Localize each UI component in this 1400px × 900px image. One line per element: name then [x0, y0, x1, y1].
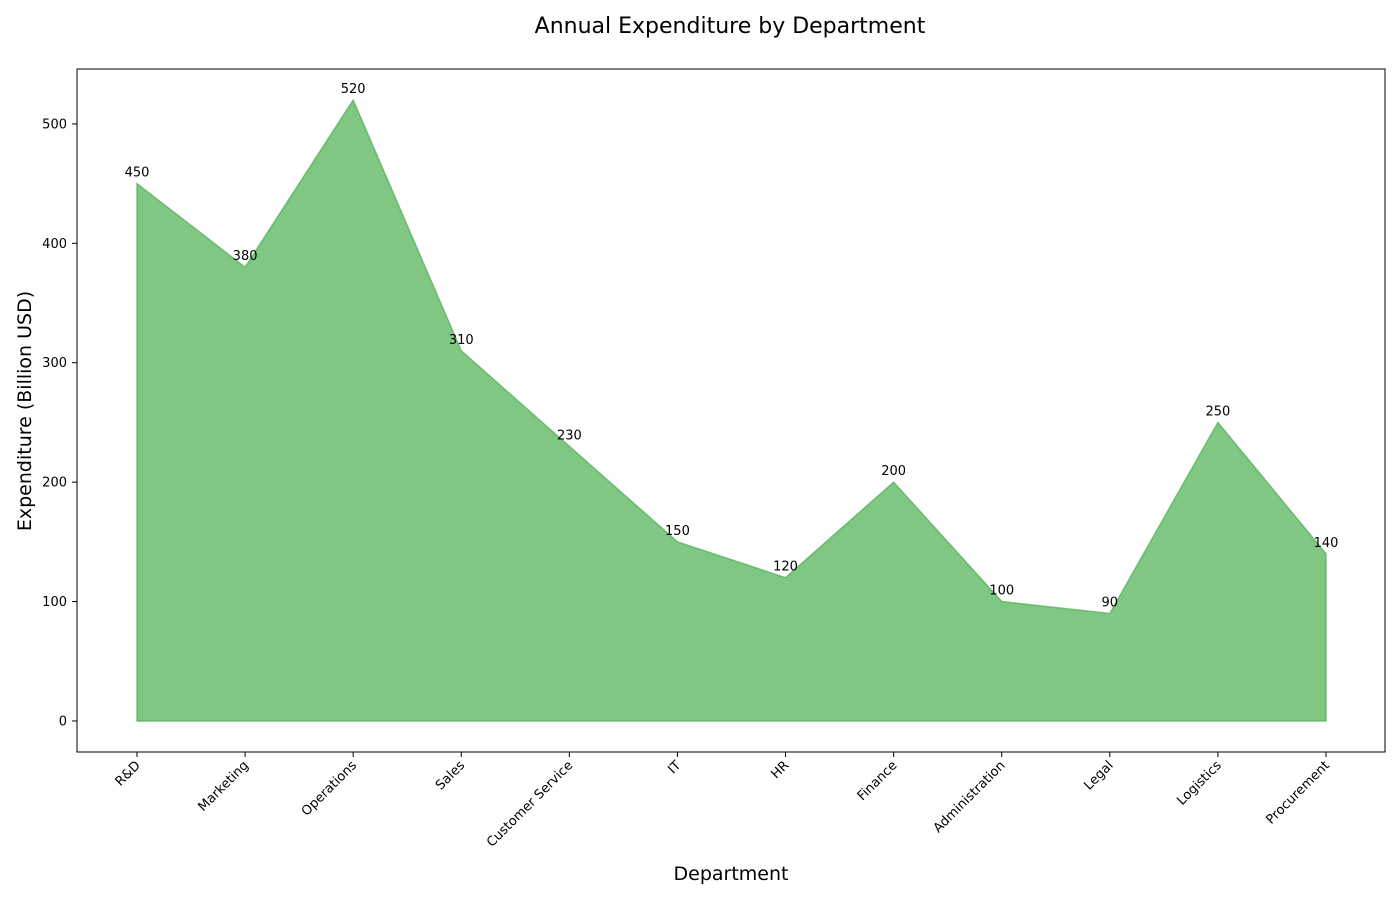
chart-title: Annual Expenditure by Department [535, 14, 926, 39]
x-tick-label: HR [768, 758, 792, 782]
y-tick-label: 200 [42, 476, 67, 491]
data-label: 150 [665, 524, 690, 539]
data-label: 380 [233, 249, 258, 264]
x-tick-label: Procurement [1263, 758, 1332, 827]
plot-frame [76, 68, 1386, 753]
x-tick-label: Customer Service [484, 758, 576, 850]
y-tick-label: 400 [42, 237, 67, 252]
data-label: 250 [1205, 404, 1230, 419]
data-label: 120 [773, 560, 798, 575]
y-axis-ticks: 0 100 200 300 400 500 [42, 117, 77, 729]
x-tick-label: Logistics [1174, 758, 1225, 809]
x-tick-label: Finance [855, 758, 901, 804]
y-tick-label: 500 [42, 117, 67, 132]
x-tick-label: Operations [299, 758, 360, 819]
y-tick-label: 100 [42, 595, 67, 610]
expenditure-area [136, 98, 1327, 722]
data-label: 200 [881, 464, 906, 479]
x-tick-label: R&D [113, 758, 144, 789]
data-label: 230 [557, 428, 582, 443]
data-label: 450 [125, 166, 150, 181]
x-tick-label: IT [665, 758, 684, 777]
x-tick-label: Marketing [195, 758, 251, 814]
data-label: 310 [449, 333, 474, 348]
data-label: 520 [341, 82, 366, 97]
data-label: 140 [1314, 536, 1339, 551]
data-label: 100 [989, 584, 1014, 599]
data-labels: 450 380 520 310 230 150 120 200 100 90 250 140 [125, 82, 1339, 610]
x-axis-label: Department [674, 863, 789, 885]
plot-area: 0 100 200 300 400 500 R&D Marketing Operations S… [42, 68, 1386, 850]
x-tick-label: Sales [433, 758, 468, 793]
x-tick-label: Legal [1081, 758, 1116, 793]
x-axis-ticks: R&D Marketing Operations Sales Customer Serv… [113, 752, 1333, 850]
y-axis-label: Expenditure (Billion USD) [14, 291, 36, 531]
data-label: 90 [1102, 595, 1119, 610]
y-tick-label: 300 [42, 356, 67, 371]
x-tick-label: Administration [931, 758, 1009, 836]
y-tick-label: 0 [59, 714, 67, 729]
